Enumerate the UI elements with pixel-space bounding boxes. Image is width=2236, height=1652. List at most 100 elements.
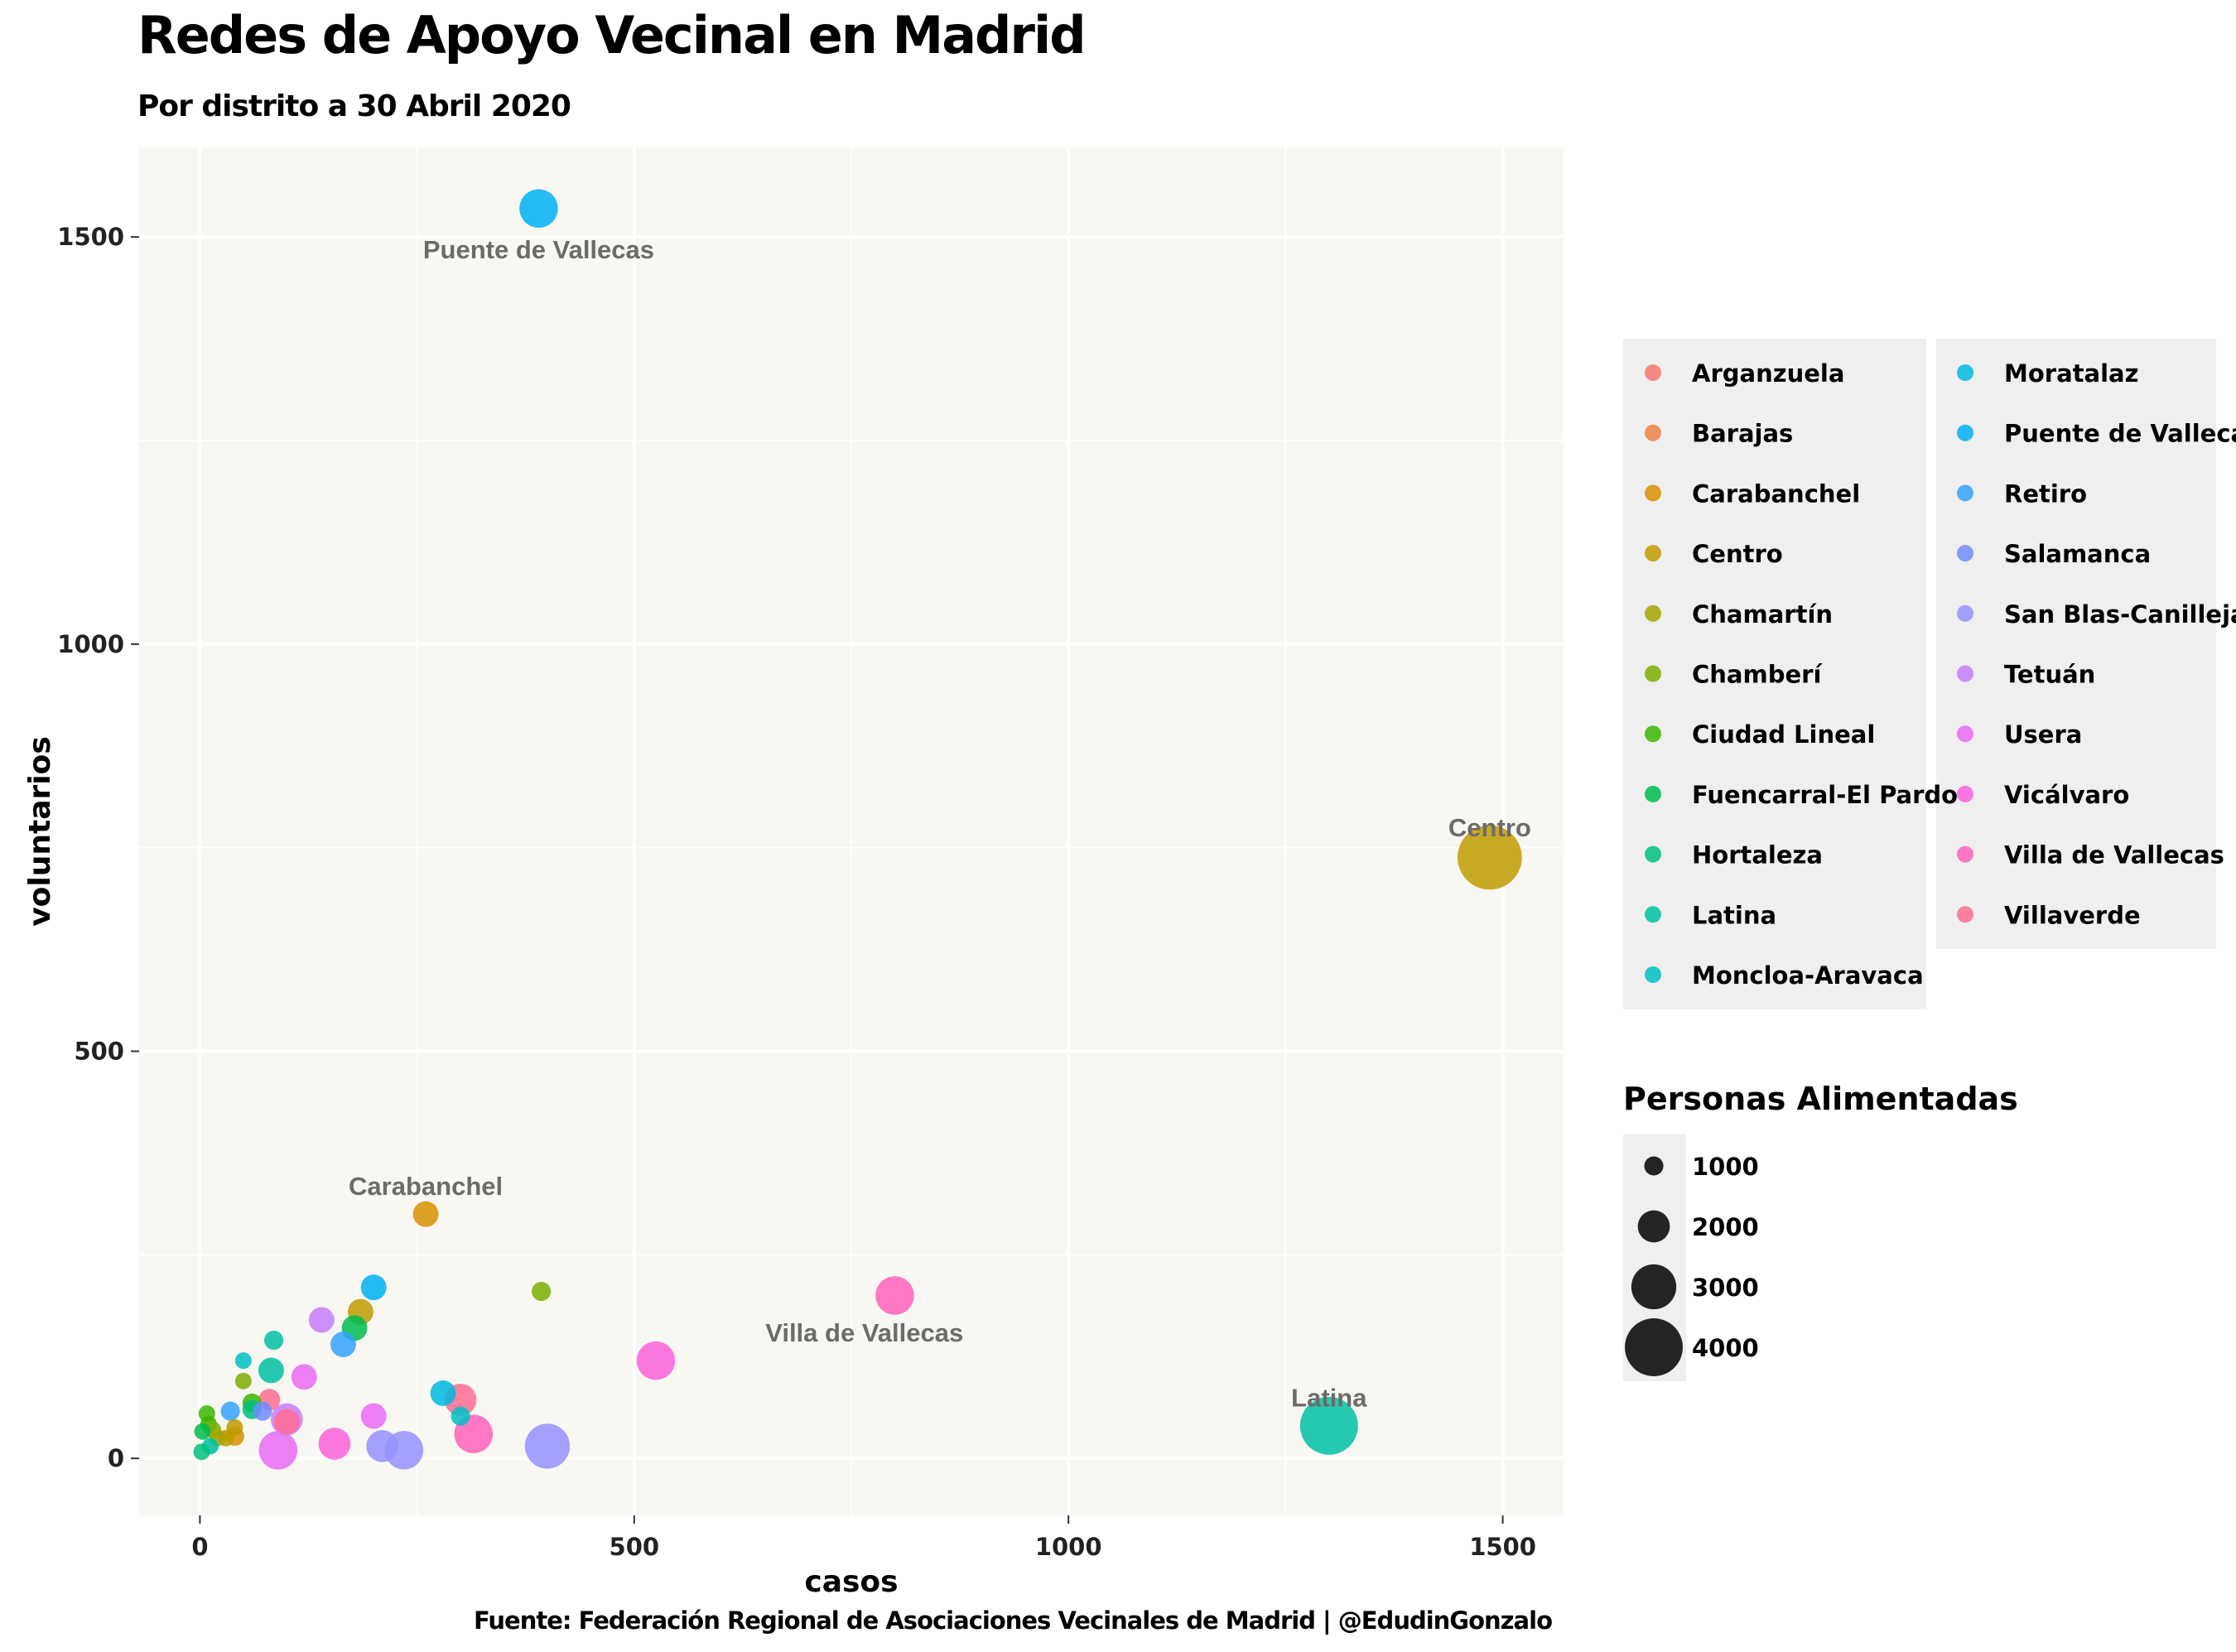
data-point (636, 1341, 676, 1380)
legend-entry: Vicálvaro (2004, 781, 2129, 809)
data-point (273, 1409, 300, 1435)
point-label: Latina (1291, 1383, 1367, 1412)
point-label: Puente de Vallecas (423, 235, 654, 264)
size-legend-title: Personas Alimentadas (1623, 1081, 2018, 1117)
size-legend-label: 1000 (1692, 1153, 1759, 1181)
legend-key (1957, 845, 1973, 863)
data-point (360, 1403, 387, 1429)
legend-entry: Retiro (2004, 479, 2087, 508)
size-legend-key (1644, 1156, 1664, 1176)
legend-entry: Villaverde (2004, 901, 2141, 929)
legend-key (1645, 725, 1661, 743)
size-legend-key (1637, 1210, 1670, 1243)
legend-entry: Carabanchel (1692, 479, 1860, 508)
chart-caption: Fuente: Federación Regional de Asociacio… (474, 1606, 1553, 1635)
data-point (193, 1443, 210, 1461)
legend-key (1957, 424, 1973, 441)
y-axis-title: voluntarios (23, 736, 57, 927)
legend-key (1957, 665, 1973, 682)
data-point (532, 1282, 552, 1302)
legend-key (1645, 906, 1661, 923)
size-legend-key (1625, 1318, 1683, 1376)
point-label: Villa de Vallecas (765, 1318, 963, 1347)
legend-key (1645, 484, 1661, 502)
x-axis-title: casos (804, 1565, 898, 1599)
data-point (524, 1423, 571, 1469)
color-legend: Arganzuela Barajas Carabanchel Centro Chamar… (1623, 339, 2236, 1009)
chart-subtitle: Por distrito a 30 Abril 2020 (137, 89, 571, 123)
data-points (193, 189, 1522, 1470)
legend-key (1645, 604, 1661, 622)
data-point (194, 1423, 211, 1440)
data-point (1457, 825, 1522, 890)
grid-lines (139, 147, 1564, 1515)
x-tick-label: 500 (610, 1533, 660, 1561)
data-point (264, 1331, 284, 1351)
legend-key (1957, 604, 1973, 622)
size-legend-label: 2000 (1692, 1213, 1759, 1241)
axes: 0 500 1000 1500 0 500 1000 1500 (57, 223, 1536, 1561)
x-tick-label: 1500 (1469, 1533, 1536, 1561)
legend-key (1645, 845, 1661, 863)
legend-key (1957, 484, 1973, 502)
legend-entry: Centro (1692, 540, 1783, 568)
legend-entry: Chamberí (1692, 661, 1823, 689)
color-legend-box-2 (1936, 339, 2216, 949)
data-point (234, 1352, 252, 1370)
legend-entry: Arganzuela (1692, 359, 1844, 388)
legend-key (1645, 665, 1661, 682)
legend-entry: Hortaleza (1692, 841, 1823, 869)
data-point (308, 1307, 335, 1333)
legend-key (1645, 545, 1661, 562)
legend-entry: San Blas-Canillejas (2004, 600, 2236, 629)
point-labels: Puente de Vallecas Centro Carabanchel Villa… (349, 235, 1531, 1412)
data-point (234, 1372, 252, 1390)
legend-entry: Latina (1692, 901, 1776, 929)
legend-key (1957, 545, 1973, 562)
legend-entry: Villa de Vallecas (2004, 841, 2224, 869)
legend-entry: Moncloa-Aravaca (1692, 961, 1924, 990)
data-point (220, 1401, 240, 1421)
legend-entry: Chamartín (1692, 600, 1833, 629)
data-point (253, 1401, 272, 1421)
legend-entry: Moratalaz (2004, 359, 2138, 388)
y-tick-label: 500 (74, 1038, 124, 1066)
size-legend-label: 3000 (1692, 1274, 1759, 1302)
legend-key (1957, 906, 1973, 923)
data-point (366, 1430, 399, 1462)
data-point (1299, 1396, 1358, 1455)
data-point (875, 1276, 914, 1315)
legend-key (1957, 725, 1973, 743)
data-point (258, 1357, 284, 1384)
legend-key (1645, 785, 1661, 802)
legend-entry: Puente de Vallecas (2004, 420, 2236, 448)
data-point (451, 1406, 470, 1426)
data-point (258, 1431, 298, 1470)
legend-key (1645, 966, 1661, 983)
legend-entry: Tetuán (2004, 661, 2095, 689)
size-legend: Personas Alimentadas 1000 2000 3000 4000 (1623, 1081, 2018, 1381)
legend-key (1645, 424, 1661, 441)
legend-entry: Fuencarral-El Pardo (1692, 781, 1958, 809)
y-tick-label: 1500 (57, 223, 124, 251)
legend-entry: Salamanca (2004, 540, 2151, 568)
legend-entry: Barajas (1692, 420, 1793, 448)
data-point (330, 1332, 356, 1357)
y-tick-label: 0 (108, 1444, 124, 1472)
data-point (291, 1364, 317, 1390)
data-point (430, 1380, 456, 1406)
size-legend-label: 4000 (1692, 1334, 1759, 1362)
point-label: Carabanchel (349, 1172, 503, 1201)
data-point (412, 1201, 439, 1227)
data-point (519, 189, 558, 229)
point-label: Centro (1448, 813, 1531, 842)
x-tick-label: 1000 (1035, 1533, 1102, 1561)
color-legend-box-1 (1623, 339, 1926, 1009)
data-point (318, 1428, 351, 1460)
data-point (360, 1274, 387, 1301)
legend-entry: Ciudad Lineal (1692, 720, 1875, 749)
size-legend-key (1631, 1264, 1677, 1310)
x-tick-label: 0 (191, 1533, 208, 1561)
legend-key (1645, 364, 1661, 381)
